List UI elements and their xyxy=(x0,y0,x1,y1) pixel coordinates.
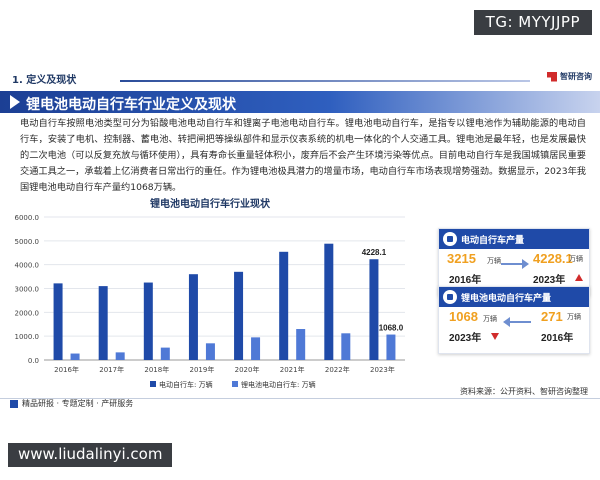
card-right-unit: 万辆 xyxy=(569,255,583,263)
bar-lithium-ebike xyxy=(296,329,306,360)
card-body: 1068 万辆 2023年 271 万辆 2016年 xyxy=(439,307,589,353)
x-tick-label: 2023年 xyxy=(370,365,395,374)
card-header: 锂电池电动自行车产量 xyxy=(439,287,589,307)
card-left-year: 2023年 xyxy=(449,333,482,344)
x-tick-label: 2019年 xyxy=(190,365,215,374)
intro-paragraph: 电动自行车按照电池类型可分为铅酸电池电动自行车和锂离子电池电动自行车。锂电池电动… xyxy=(20,118,586,193)
arrow-up-icon xyxy=(575,274,583,281)
bar-ebike xyxy=(234,271,244,360)
bar-ebike xyxy=(98,286,108,360)
card-left-unit: 万辆 xyxy=(487,257,501,265)
bar-lithium-ebike xyxy=(115,352,125,360)
y-tick-label: 5000.0 xyxy=(15,238,40,246)
card-right-unit: 万辆 xyxy=(567,313,581,321)
y-tick-label: 2000.0 xyxy=(15,309,40,317)
title-bar xyxy=(0,91,600,113)
bar-chart: 0.0 1000.0 2000.0 3000.0 4000.0 5000.0 6000.0 2… xyxy=(15,214,405,389)
brand-name: 智研咨询 xyxy=(560,72,592,81)
footer-slogan: 精品研报 · 专题定制 · 产研服务 xyxy=(22,399,134,408)
chart-badge-icon xyxy=(443,232,457,246)
y-tick-label: 0.0 xyxy=(28,357,39,365)
x-tick-label: 2016年 xyxy=(54,365,79,374)
bar-ebike xyxy=(53,283,63,360)
page-title: 锂电池电动自行车行业定义及现状 xyxy=(26,97,236,113)
brand-logo: 智研咨询 xyxy=(547,71,592,82)
bar-lithium-ebike xyxy=(160,347,170,360)
legend-label: 电动自行车: 万辆 xyxy=(159,380,213,389)
bar-lithium-ebike xyxy=(70,353,80,360)
source-note: 资料来源：公开资料、智研咨询整理 xyxy=(460,387,588,396)
card-title: 电动自行车产量 xyxy=(461,235,525,246)
legend-swatch xyxy=(232,381,238,387)
card-header: 电动自行车产量 xyxy=(439,229,589,249)
footer-divider xyxy=(0,398,600,399)
arrow-left-icon xyxy=(503,317,531,327)
card-left-value: 1068 xyxy=(449,309,478,324)
section-divider xyxy=(120,80,530,82)
card-left-value: 3215 xyxy=(447,251,476,266)
footer-logo-icon xyxy=(10,399,18,408)
bar-ebike xyxy=(143,282,153,360)
data-label: 1068.0 xyxy=(379,324,404,333)
triangle-play-icon xyxy=(10,95,20,109)
footer-brand: 精品研报 · 专题定制 · 产研服务 xyxy=(10,398,133,409)
legend-label: 锂电池电动自行车: 万辆 xyxy=(241,380,316,389)
bar-lithium-ebike xyxy=(341,333,351,360)
card-body: 3215 万辆 2016年 4228.1 万辆 2023年 xyxy=(439,249,589,295)
bar-ebike xyxy=(369,259,379,360)
card-right-value: 4228.1 xyxy=(533,251,573,266)
x-tick-label: 2022年 xyxy=(325,365,350,374)
bar-ebike xyxy=(324,243,334,360)
bar-ebike xyxy=(188,274,198,360)
section-label: 1. 定义及现状 xyxy=(12,75,77,86)
card-left-year: 2016年 xyxy=(449,275,482,286)
card-title: 锂电池电动自行车产量 xyxy=(461,293,552,304)
x-tick-label: 2018年 xyxy=(144,365,169,374)
arrow-right-icon xyxy=(501,259,529,269)
y-tick-label: 3000.0 xyxy=(15,286,40,294)
chart-badge-icon xyxy=(443,290,457,304)
x-tick-label: 2020年 xyxy=(235,365,260,374)
y-tick-label: 6000.0 xyxy=(15,214,40,222)
data-label: 4228.1 xyxy=(362,248,387,257)
card-right-year: 2023年 xyxy=(533,275,566,286)
bar-lithium-ebike xyxy=(205,343,215,360)
y-tick-label: 4000.0 xyxy=(15,262,40,270)
tg-watermark-tag: TG: MYYJJPP xyxy=(473,10,592,35)
url-watermark-tag: www.liudalinyi.com xyxy=(8,443,173,467)
chart-title: 锂电池电动自行车行业现状 xyxy=(150,199,270,210)
x-tick-label: 2017年 xyxy=(99,365,124,374)
card-lithium-ebike-output: 锂电池电动自行车产量 1068 万辆 2023年 271 万辆 2016年 xyxy=(438,286,590,354)
y-tick-label: 1000.0 xyxy=(15,333,40,341)
x-tick-label: 2021年 xyxy=(280,365,305,374)
brand-mark-icon xyxy=(547,71,557,82)
bar-ebike xyxy=(279,251,289,360)
card-right-year: 2016年 xyxy=(541,333,574,344)
bar-lithium-ebike xyxy=(251,337,261,360)
legend-swatch xyxy=(150,381,156,387)
bar-lithium-ebike xyxy=(386,334,396,360)
card-left-unit: 万辆 xyxy=(483,315,497,323)
arrow-down-icon xyxy=(491,333,499,340)
card-right-value: 271 xyxy=(541,309,563,324)
